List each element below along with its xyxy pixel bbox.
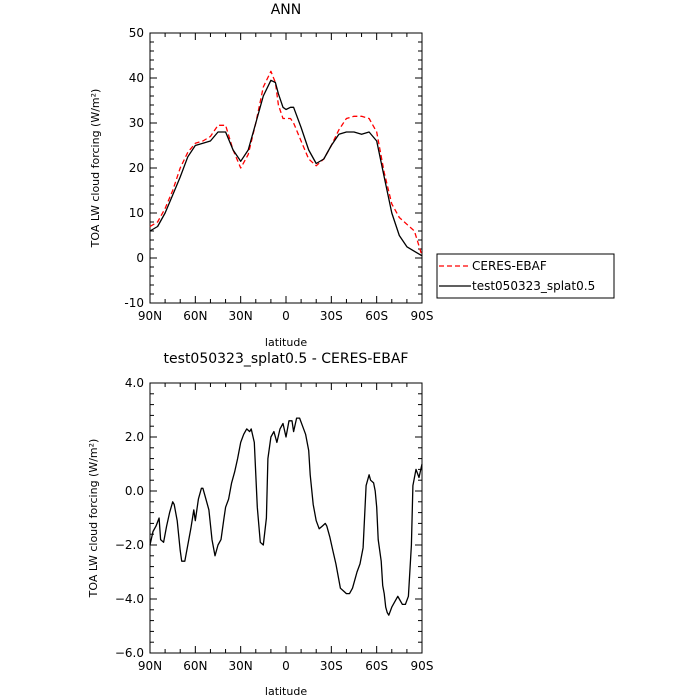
top-ytick-label: -10	[124, 296, 144, 310]
bottom-xtick-label: 60N	[183, 659, 207, 673]
panel-bottom-chart: test050323_splat0.5 - CERES-EBAF TOA LW …	[87, 351, 433, 698]
legend: CERES-EBAF test050323_splat0.5	[436, 253, 615, 299]
top-ytick-label: 0	[136, 251, 144, 265]
bottom-chart-xlabel: latitude	[265, 685, 307, 698]
bottom-xtick-label: 30S	[320, 659, 343, 673]
legend-box	[436, 253, 615, 299]
bottom-ytick-label: 2.0	[125, 430, 144, 444]
top-series-line-ceres-ebaf	[149, 70, 423, 256]
bottom-xtick-label: 60S	[365, 659, 388, 673]
top-chart-xlabel: latitude	[265, 336, 307, 349]
bottom-chart-title: test050323_splat0.5 - CERES-EBAF	[164, 351, 409, 367]
top-xtick-label: 30N	[229, 309, 253, 323]
top-ytick-label: 20	[129, 161, 144, 175]
bottom-xtick-label: 90N	[138, 659, 162, 673]
bottom-ytick-label: −4.0	[115, 592, 144, 606]
bottom-ytick-label: −2.0	[115, 538, 144, 552]
panel-top-chart: ANN TOA LW cloud forcing (W/m²) latitude…	[89, 2, 433, 349]
bottom-ytick-label: 4.0	[125, 376, 144, 390]
top-chart-ylabel: TOA LW cloud forcing (W/m²)	[89, 89, 102, 249]
top-ytick-label: 30	[129, 116, 144, 130]
top-chart-title: ANN	[271, 2, 302, 18]
bottom-series-line-difference	[149, 417, 423, 616]
bottom-xtick-label: 90S	[411, 659, 434, 673]
top-ytick-label: 40	[129, 71, 144, 85]
top-xtick-label: 30S	[320, 309, 343, 323]
legend-label-ceres: CERES-EBAF	[472, 259, 547, 273]
bottom-ytick-label: −6.0	[115, 646, 144, 660]
bottom-xtick-label: 30N	[229, 659, 253, 673]
legend-label-test: test050323_splat0.5	[472, 279, 595, 293]
top-chart-plot-area: -10 0 10 20 30 40 50 90N 60N 30N 0 30S 60S 90S	[124, 26, 433, 323]
top-ytick-label: 50	[129, 26, 144, 40]
top-xtick-label: 0	[282, 309, 290, 323]
bottom-chart-ylabel: TOA LW cloud forcing (W/m²)	[87, 439, 100, 599]
top-xtick-label: 90S	[411, 309, 434, 323]
top-ytick-label: 10	[129, 206, 144, 220]
bottom-ytick-label: 0.0	[125, 484, 144, 498]
top-xtick-label: 60S	[365, 309, 388, 323]
top-plot-frame	[149, 32, 423, 304]
bottom-xtick-label: 0	[282, 659, 290, 673]
bottom-chart-plot-area: −6.0 −4.0 −2.0 0.0 2.0 4.0 90N 60N 30N 0 30S 60S 90S	[115, 376, 434, 673]
top-xtick-label: 90N	[138, 309, 162, 323]
bottom-plot-frame	[149, 382, 423, 654]
top-series-line-test050323-splat0-5	[149, 79, 423, 257]
top-xtick-label: 60N	[183, 309, 207, 323]
